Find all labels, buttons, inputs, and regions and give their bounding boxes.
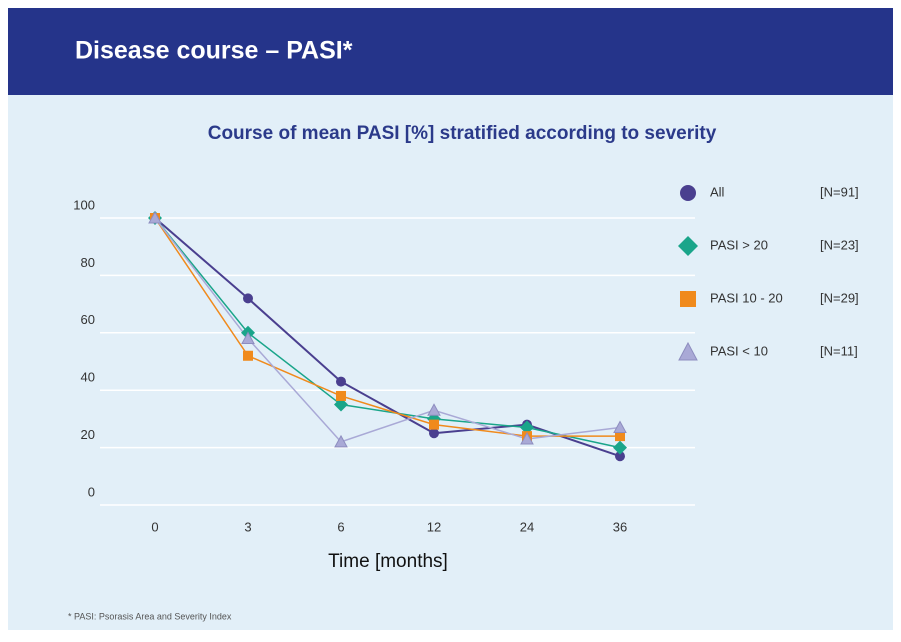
x-tick-label: 12 — [427, 519, 441, 534]
y-tick-label: 80 — [81, 255, 95, 270]
marker — [241, 331, 255, 345]
legend-note: [N=29] — [820, 290, 859, 305]
y-tick-label: 100 — [73, 197, 95, 212]
series-line — [154, 217, 621, 458]
y-tick-label: 40 — [81, 370, 95, 385]
x-tick-label: 0 — [151, 519, 158, 534]
legend-marker — [678, 236, 698, 256]
legend-label: PASI 10 - 20 — [710, 290, 783, 305]
header-band — [8, 8, 893, 95]
legend-marker — [680, 185, 696, 201]
x-tick-label: 36 — [613, 519, 627, 534]
marker — [429, 428, 439, 439]
marker — [520, 431, 534, 445]
legend-note: [N=23] — [820, 237, 859, 252]
footnote: * PASI: Psorasis Area and Severity Index — [68, 611, 232, 621]
legend-marker — [678, 341, 698, 361]
legend-label: All — [710, 184, 725, 199]
slide-background — [8, 8, 893, 630]
chart-title: Course of mean PASI [%] stratified accor… — [208, 123, 717, 144]
marker — [336, 376, 346, 387]
x-tick-label: 3 — [244, 519, 251, 534]
marker — [427, 403, 441, 416]
x-tick-label: 6 — [337, 519, 344, 534]
marker — [613, 440, 627, 455]
y-tick-label: 0 — [88, 484, 95, 499]
series-line — [154, 217, 621, 443]
marker — [334, 397, 348, 412]
y-tick-label: 20 — [81, 427, 95, 442]
series-line — [154, 217, 620, 437]
marker — [334, 434, 348, 448]
marker — [613, 420, 627, 434]
legend-note: [N=11] — [820, 343, 858, 358]
legend-note: [N=91] — [820, 184, 859, 199]
x-tick-label: 24 — [520, 519, 534, 534]
slide-title: Disease course – PASI* — [75, 37, 353, 65]
marker — [243, 350, 253, 361]
marker — [615, 451, 625, 462]
series-line — [154, 217, 621, 449]
marker — [429, 419, 439, 430]
marker — [336, 390, 346, 401]
x-axis-label: Time [months] — [328, 551, 448, 572]
marker — [615, 431, 625, 442]
y-tick-label: 60 — [81, 312, 95, 327]
legend-label: PASI < 10 — [710, 343, 768, 358]
marker — [148, 210, 162, 224]
legend-marker — [680, 291, 696, 307]
marker — [520, 420, 534, 435]
marker — [243, 293, 253, 304]
legend-label: PASI > 20 — [710, 237, 768, 252]
